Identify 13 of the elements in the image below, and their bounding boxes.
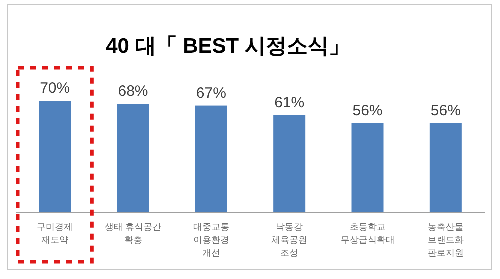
x-tick-label: 구미경제 재도약 [37,222,74,245]
x-tick-label: 생태 휴식공간 확충 [105,222,162,245]
data-label: 68% [118,83,148,100]
data-label: 67% [196,84,226,102]
data-label: 61% [274,94,305,112]
x-tick-label: 낙동강 체육공원 조성 [272,222,308,258]
title: 40 대「 BEST 시정소식」 [106,35,350,58]
x-tick-label: 초등학교 무상급식확대 [340,222,395,245]
x-tick-label: 농축산물 브랜드화 판로지원 [428,222,464,258]
data-label: 56% [352,102,383,120]
x-tick-label: 대중교통 이용환경 개선 [193,222,230,258]
data-label: 70% [40,80,70,97]
data-label: 56% [430,102,461,120]
